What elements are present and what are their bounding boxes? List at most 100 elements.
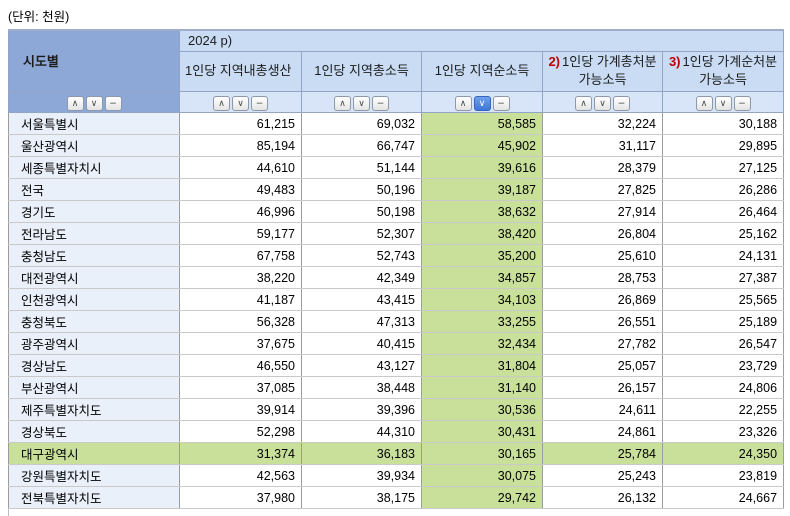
column-header-label: 1인당 지역총소득 [314, 63, 409, 79]
sort-ascending-button[interactable]: ∧ [334, 96, 351, 111]
value-cell: 38,448 [301, 376, 422, 399]
page: { "unit_label": "(단위: 천원)", "table": { "… [8, 10, 785, 516]
value-cell: 28,753 [542, 266, 663, 289]
value-cell: 23,819 [661, 464, 785, 487]
value-cell: 52,307 [301, 222, 422, 245]
sort-descending-button[interactable]: ∨ [353, 96, 370, 111]
sort-descending-button[interactable]: ∨ [85, 96, 103, 111]
value-cell: 25,784 [542, 442, 663, 465]
sort-cell: ∧ ∨ − [8, 90, 180, 113]
value-cell: 25,610 [542, 244, 663, 267]
value-cell: 26,157 [542, 376, 663, 399]
table-row: 대전광역시 38,220 42,349 34,857 28,753 27,387 [8, 266, 785, 289]
region-label: 세종특별자치시 [8, 156, 180, 179]
region-label: 전라남도 [8, 222, 180, 245]
region-label: 부산광역시 [8, 376, 180, 399]
sort-cell: ∧ ∨ − [661, 90, 785, 113]
table-row: 대구광역시 31,374 36,183 30,165 25,784 24,350 [8, 442, 785, 465]
value-cell: 37,675 [179, 332, 302, 355]
value-cell: 40,415 [301, 332, 422, 355]
value-cell: 26,464 [661, 200, 785, 223]
value-cell: 31,804 [421, 354, 543, 377]
value-cell: 27,914 [542, 200, 663, 223]
value-cell: 49,483 [179, 178, 302, 201]
value-cell: 27,387 [661, 266, 785, 289]
sort-descending-button[interactable]: ∨ [594, 96, 611, 111]
table-row: 울산광역시 85,194 66,747 45,902 31,117 29,895 [8, 134, 785, 157]
table-row: 인천광역시 41,187 43,415 34,103 26,869 25,565 [8, 288, 785, 311]
value-cell: 23,729 [661, 354, 785, 377]
value-cell: 61,215 [179, 112, 302, 135]
value-cell: 30,165 [421, 442, 543, 465]
sort-descending-button[interactable]: ∨ [714, 96, 732, 111]
sort-descending-button[interactable]: ∨ [473, 96, 491, 111]
region-label: 인천광역시 [8, 288, 180, 311]
table-row: 경상남도 46,550 43,127 31,804 25,057 23,729 [8, 354, 785, 377]
value-cell: 46,996 [179, 200, 302, 223]
remove-sort-button[interactable]: − [492, 96, 510, 111]
value-cell: 30,536 [421, 398, 543, 421]
value-cell: 38,420 [421, 222, 543, 245]
value-cell: 29,742 [421, 486, 543, 509]
remove-sort-button[interactable]: − [104, 96, 122, 111]
value-cell: 85,194 [179, 134, 302, 157]
region-label: 경상남도 [8, 354, 180, 377]
sort-ascending-button[interactable]: ∧ [213, 96, 230, 111]
sort-ascending-button[interactable]: ∧ [575, 96, 592, 111]
value-cell: 26,132 [542, 486, 663, 509]
remove-sort-button[interactable]: − [372, 96, 389, 111]
region-label: 서울특별시 [8, 112, 180, 135]
value-cell: 22,255 [661, 398, 785, 421]
value-cell: 30,075 [421, 464, 543, 487]
value-cell: 37,980 [179, 486, 302, 509]
sort-descending-button[interactable]: ∨ [232, 96, 249, 111]
region-label: 경상북도 [8, 420, 180, 443]
value-cell: 44,310 [301, 420, 422, 443]
table-row: 제주특별자치도 39,914 39,396 30,536 24,611 22,255 [8, 398, 785, 421]
sort-ascending-button[interactable]: ∧ [66, 96, 84, 111]
year-header-row: 시도별 2024 p) [8, 29, 785, 92]
value-cell: 26,869 [542, 288, 663, 311]
region-label: 광주광역시 [8, 332, 180, 355]
region-label: 대구광역시 [8, 442, 180, 465]
value-cell: 39,934 [301, 464, 422, 487]
column-footnote-number: 2) [548, 54, 560, 70]
remove-sort-button[interactable]: − [251, 96, 268, 111]
value-cell: 25,565 [661, 288, 785, 311]
sort-ascending-button[interactable]: ∧ [695, 96, 713, 111]
value-cell: 24,667 [661, 486, 785, 509]
sort-controls-row: ∧ ∨ − ∧ ∨ − ∧ ∨ − ∧ ∨ − ∧ ∨ − ∧ ∨ − [8, 90, 785, 113]
value-cell: 43,127 [301, 354, 422, 377]
sort-cell: ∧ ∨ − [301, 90, 422, 113]
table-row: 충청북도 56,328 47,313 33,255 26,551 25,189 [8, 310, 785, 333]
value-cell: 38,220 [179, 266, 302, 289]
value-cell: 25,057 [542, 354, 663, 377]
value-cell: 50,198 [301, 200, 422, 223]
table-header: 시도별 2024 p) 1인당 지역내총생산 1인당 지역총소득 1인당 지역순소득… [8, 29, 785, 113]
value-cell: 31,140 [421, 376, 543, 399]
value-cell: 24,861 [542, 420, 663, 443]
column-header-label: 1인당 가계순처분가능소득 [682, 54, 778, 87]
remove-sort-button[interactable]: − [613, 96, 630, 111]
value-cell: 38,632 [421, 200, 543, 223]
value-cell: 42,349 [301, 266, 422, 289]
unit-label: (단위: 천원) [8, 10, 70, 24]
value-cell: 36,183 [301, 442, 422, 465]
value-cell: 67,758 [179, 244, 302, 267]
region-label: 울산광역시 [8, 134, 180, 157]
value-cell: 56,328 [179, 310, 302, 333]
value-cell: 25,162 [661, 222, 785, 245]
region-label: 전북특별자치도 [8, 486, 180, 509]
value-cell: 47,313 [301, 310, 422, 333]
column-header: 3) 1인당 가계순처분가능소득 [661, 50, 785, 92]
value-cell: 69,032 [301, 112, 422, 135]
value-cell: 39,187 [421, 178, 543, 201]
column-header: 1인당 지역순소득 [421, 50, 543, 92]
value-cell: 26,286 [661, 178, 785, 201]
column-header: 1인당 지역내총생산 [179, 50, 302, 92]
sort-ascending-button[interactable]: ∧ [454, 96, 472, 111]
value-cell: 58,585 [421, 112, 543, 135]
remove-sort-button[interactable]: − [733, 96, 751, 111]
table-row: 강원특별자치도 42,563 39,934 30,075 25,243 23,819 [8, 464, 785, 487]
region-label: 대전광역시 [8, 266, 180, 289]
